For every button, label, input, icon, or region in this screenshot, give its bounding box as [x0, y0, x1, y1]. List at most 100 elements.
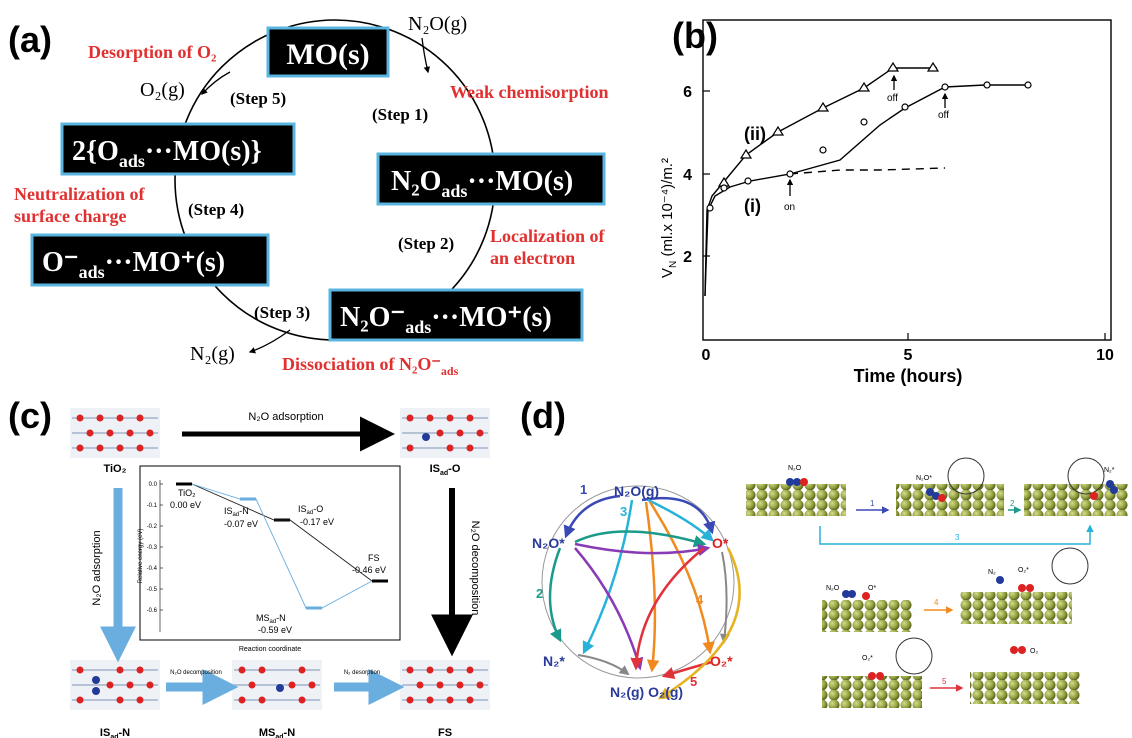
svg-text:-0.1: -0.1: [147, 503, 158, 509]
edge-n2og-n2ostar: [563, 494, 621, 539]
network-ring: [541, 485, 735, 679]
neutralization-label-1: Neutralization of: [14, 184, 145, 204]
n2o-minus-box: [328, 288, 584, 342]
molecule-o2-1: [996, 576, 1034, 592]
energy-xlabel: Reaction coordinate: [239, 646, 301, 653]
state-ms-n-label: MSad-N: [259, 727, 295, 738]
n2o-gas-label: N₂O(g): [408, 13, 467, 35]
level-is-o-name: ISad-O: [298, 504, 323, 516]
zoom-circle-4: [895, 637, 933, 675]
edge-num-4: 4: [696, 592, 704, 607]
node-n2-star: N₂*: [543, 653, 565, 669]
level-tio2-value: 0.00 eV: [170, 500, 201, 510]
svg-text:-0.2: -0.2: [147, 524, 158, 530]
edge-purple-b: [574, 542, 711, 557]
n2-gas-label: N₂(g): [190, 343, 235, 365]
panel-b: (b) 2 4 6 0 5 10 Time (hours) VN (ml.x 1…: [659, 15, 1114, 386]
edge-num-3: 3: [620, 504, 627, 519]
slab-arrow-1-num: 1: [870, 499, 875, 508]
edge-orange-b: [648, 501, 715, 655]
edge-gray-b: [577, 654, 630, 676]
path-black: [191, 483, 373, 582]
xtick-5: 5: [904, 347, 913, 364]
level-tio2-name: TiO₂: [178, 488, 196, 498]
o2-gas-label: O₂(g): [140, 79, 185, 101]
edge-gold: [657, 547, 741, 700]
edge-orange-a: [644, 501, 660, 673]
curve-ii: [704, 67, 937, 297]
edge-purple-a: [574, 547, 644, 671]
energy-yaxis: [159, 480, 163, 632]
node-n2o-g: N₂O(g): [614, 483, 659, 499]
arrow-top-label: N₂O adsorption: [248, 411, 323, 423]
node-products: N₂(g) O₂(g): [610, 684, 683, 700]
crystal-is-n: [70, 660, 160, 710]
step-2-label: (Step 2): [398, 234, 454, 253]
zoom-circle-3: [1051, 547, 1089, 585]
crystal-is-o: [400, 408, 490, 458]
crystal-tio2: [70, 408, 160, 458]
edge-num-5: 5: [690, 674, 697, 689]
plot-b-xlabel: Time (hours): [854, 366, 963, 386]
svg-text:0.0: 0.0: [149, 482, 158, 488]
level-fs-name: FS: [368, 553, 380, 563]
crystal-ms-n: [232, 660, 322, 710]
arrow-left-label: N₂O adsorption: [91, 530, 103, 605]
n2o-in-arrow: [421, 37, 430, 74]
edge-cyan-a: [647, 498, 714, 542]
xtick-10: 10: [1096, 347, 1114, 364]
path-blue: [191, 483, 373, 609]
molecule-n2-1: [1090, 480, 1118, 500]
curve-i-markers: [706, 81, 1032, 212]
mo-box: [266, 26, 390, 78]
curve-i-label: (i): [744, 196, 761, 216]
node-o-star: O*: [712, 535, 729, 551]
slab-label-o2-star-2: O₂*: [862, 655, 873, 662]
two-o-box: [60, 122, 296, 176]
n2o-ads-box: [376, 152, 606, 206]
svg-text:-0.5: -0.5: [147, 587, 158, 593]
xtick-0: 0: [702, 347, 711, 364]
node-o2-star: O₂*: [710, 653, 733, 669]
slab-7: [970, 672, 1080, 704]
n2o-ads-label: N₂Oads···MO(s): [391, 166, 573, 201]
off-label-i: off: [938, 110, 949, 121]
zoom-circle-1: [947, 457, 985, 495]
energy-inset-frame: [139, 465, 401, 641]
slab-label-n2o-2: N₂O: [826, 585, 840, 592]
molecule-o2-free: [1010, 646, 1026, 654]
step-5-label: (Step 5): [230, 89, 286, 108]
slab-label-o-star-2: O*: [868, 585, 876, 592]
slab-label-n2o: N₂O: [788, 465, 802, 472]
mo-label: MO(s): [286, 38, 369, 71]
step-1-label: (Step 1): [372, 105, 428, 124]
slab-label-n2o-star: N₂O*: [916, 475, 932, 482]
panel-a: (a) MO(s) N₂Oads···MO(s) N₂O⁻ads···MO⁺(s…: [8, 13, 609, 378]
n2-out-arrow: [248, 329, 291, 354]
panel-c-label: (c): [8, 395, 52, 436]
energy-ylabel: Relative energy (eV): [138, 529, 144, 584]
svg-text:-0.4: -0.4: [147, 566, 158, 572]
panel-b-label: (b): [672, 15, 718, 56]
state-tio2-label: TiO₂: [103, 463, 126, 475]
arrow-bottom-2-label: N₂ desorption: [344, 670, 380, 676]
level-ms-n-value: -0.59 eV: [258, 625, 292, 635]
arrow-right-label: N₂O decomposition: [469, 521, 481, 616]
o-minus-box: [30, 233, 270, 287]
edge-cyan-b: [582, 499, 634, 655]
localization-label-1: Localization of: [490, 226, 605, 246]
crystal-fs: [400, 660, 490, 710]
edge-gray-a: [719, 551, 730, 644]
slab-1: [746, 484, 846, 516]
neutralization-label-2: surface charge: [14, 206, 126, 226]
slab-label-n2-star: N₂*: [1104, 467, 1115, 474]
ytick-4: 4: [683, 167, 692, 184]
edge-num-2: 2: [536, 586, 543, 601]
slab-label-o2-star: O₂*: [1018, 567, 1029, 574]
molecule-n2o-3: [842, 590, 870, 600]
slab-arrow-3-num: 3: [955, 533, 960, 542]
slab-4: [822, 600, 912, 632]
molecule-n2o-1: [786, 478, 808, 486]
panel-d-label: (d): [520, 395, 566, 436]
two-o-label: 2{Oads···MO(s)}: [72, 136, 262, 171]
